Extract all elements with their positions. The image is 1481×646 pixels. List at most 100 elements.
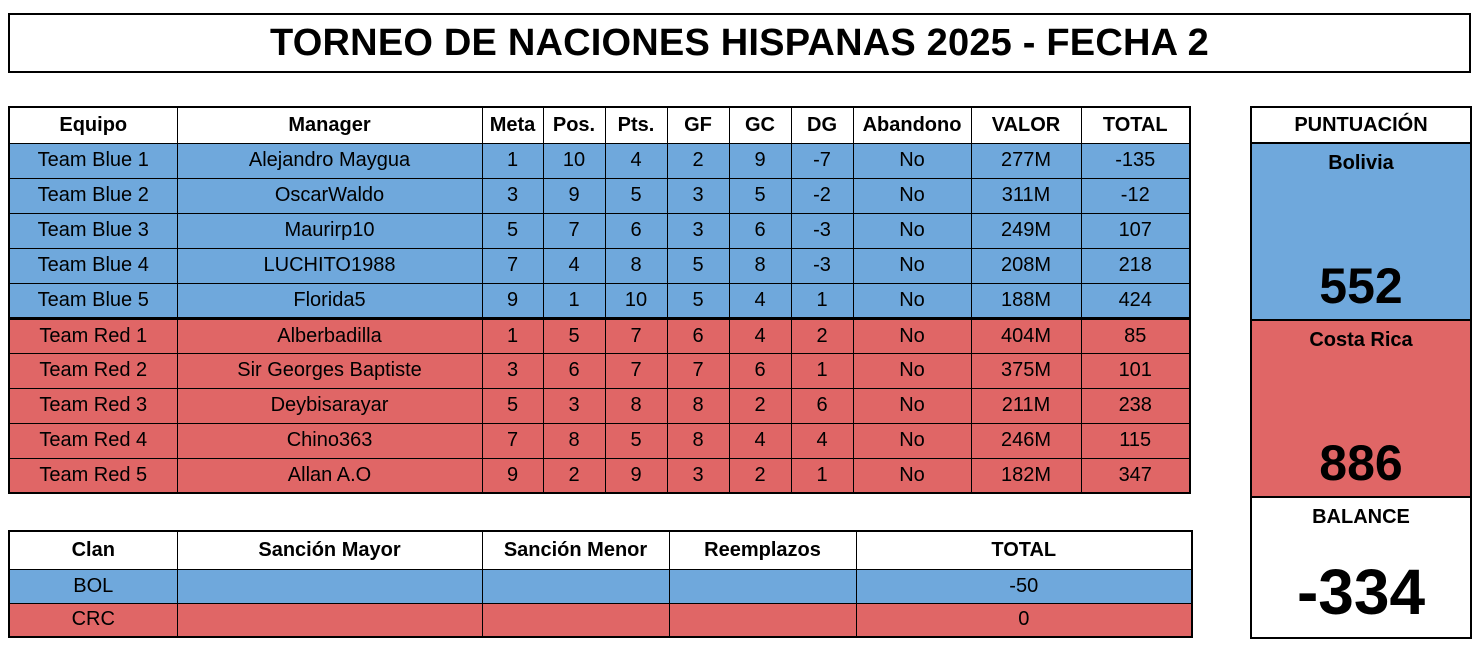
cell-dg: -2: [790, 177, 854, 214]
cell-pts: 9: [604, 457, 668, 494]
cell-equipo: Team Red 2: [8, 352, 178, 389]
cell-meta: 9: [481, 457, 544, 494]
cell-total: -50: [855, 568, 1193, 604]
cell-dg: 4: [790, 422, 854, 459]
cell-clan: BOL: [8, 568, 178, 604]
cell-gc: 4: [728, 282, 792, 319]
header-pos: Pos.: [542, 106, 606, 144]
table-row: Team Blue 1 Alejandro Maygua 1 10 4 2 9 -7 No 277…: [8, 142, 1191, 179]
header-sancion-mayor: Sanción Mayor: [176, 530, 483, 570]
cell-reemplazos: [668, 602, 857, 638]
cell-meta: 7: [481, 247, 544, 284]
cell-gc: 6: [728, 352, 792, 389]
header-meta: Meta: [481, 106, 544, 144]
cell-meta: 3: [481, 177, 544, 214]
cell-gf: 6: [666, 316, 730, 354]
cell-meta: 7: [481, 422, 544, 459]
cell-pts: 10: [604, 282, 668, 319]
cell-meta: 3: [481, 352, 544, 389]
header-dg: DG: [790, 106, 854, 144]
cell-valor: 188M: [970, 282, 1082, 319]
results-header-row: Equipo Manager Meta Pos. Pts. GF GC DG A…: [8, 106, 1191, 144]
cell-abandono: No: [852, 387, 972, 424]
cell-gf: 5: [666, 282, 730, 319]
cell-equipo: Team Red 5: [8, 457, 178, 494]
cell-abandono: No: [852, 247, 972, 284]
cell-abandono: No: [852, 422, 972, 459]
cell-clan: CRC: [8, 602, 178, 638]
table-row: Team Red 1 Alberbadilla 1 5 7 6 4 2 No 404M 85: [8, 316, 1191, 354]
cell-pts: 8: [604, 387, 668, 424]
cell-gf: 5: [666, 247, 730, 284]
cell-dg: 2: [790, 316, 854, 354]
cell-gf: 3: [666, 212, 730, 249]
cell-pos: 7: [542, 212, 606, 249]
cell-abandono: No: [852, 177, 972, 214]
table-row: Team Blue 2 OscarWaldo 3 9 5 3 5 -2 No 311M -12: [8, 177, 1191, 214]
cell-equipo: Team Red 3: [8, 387, 178, 424]
header-manager: Manager: [176, 106, 483, 144]
cell-gf: 8: [666, 422, 730, 459]
cell-total: 107: [1080, 212, 1191, 249]
cell-abandono: No: [852, 316, 972, 354]
cell-gc: 2: [728, 457, 792, 494]
cell-dg: 6: [790, 387, 854, 424]
cell-manager: OscarWaldo: [176, 177, 483, 214]
score-panel-header: PUNTUACIÓN: [1252, 108, 1470, 144]
cell-manager: Deybisarayar: [176, 387, 483, 424]
score-bolivia: Bolivia 552: [1252, 144, 1470, 321]
cell-total: 238: [1080, 387, 1191, 424]
cell-meta: 1: [481, 316, 544, 354]
cell-sancion-menor: [481, 602, 670, 638]
cell-gf: 2: [666, 142, 730, 179]
header-gc: GC: [728, 106, 792, 144]
header-equipo: Equipo: [8, 106, 178, 144]
cell-meta: 5: [481, 387, 544, 424]
cell-pts: 6: [604, 212, 668, 249]
results-table: Equipo Manager Meta Pos. Pts. GF GC DG A…: [8, 106, 1191, 494]
cell-meta: 1: [481, 142, 544, 179]
header-clan-total: TOTAL: [855, 530, 1193, 570]
table-row: Team Blue 4 LUCHITO1988 7 4 8 5 8 -3 No 208M 218: [8, 247, 1191, 284]
score-costa-rica-value: 886: [1319, 435, 1403, 491]
table-row: Team Blue 5 Florida5 9 1 10 5 4 1 No 188M 424: [8, 282, 1191, 319]
header-pts: Pts.: [604, 106, 668, 144]
score-bolivia-name: Bolivia: [1328, 152, 1394, 174]
cell-manager: Sir Georges Baptiste: [176, 352, 483, 389]
cell-pos: 10: [542, 142, 606, 179]
cell-gc: 9: [728, 142, 792, 179]
cell-gc: 6: [728, 212, 792, 249]
cell-gc: 8: [728, 247, 792, 284]
cell-valor: 208M: [970, 247, 1082, 284]
cell-valor: 311M: [970, 177, 1082, 214]
cell-pos: 2: [542, 457, 606, 494]
cell-equipo: Team Blue 1: [8, 142, 178, 179]
cell-total: 85: [1080, 316, 1191, 354]
cell-equipo: Team Blue 3: [8, 212, 178, 249]
header-valor: VALOR: [970, 106, 1082, 144]
page-title: TORNEO DE NACIONES HISPANAS 2025 - FECHA…: [8, 13, 1471, 73]
cell-dg: -3: [790, 247, 854, 284]
cell-valor: 182M: [970, 457, 1082, 494]
cell-pts: 7: [604, 316, 668, 354]
cell-gf: 7: [666, 352, 730, 389]
clan-sanctions-table: Clan Sanción Mayor Sanción Menor Reempla…: [8, 530, 1193, 638]
cell-gc: 4: [728, 422, 792, 459]
cell-pts: 5: [604, 177, 668, 214]
cell-valor: 277M: [970, 142, 1082, 179]
cell-pos: 9: [542, 177, 606, 214]
cell-dg: 1: [790, 457, 854, 494]
cell-manager: Chino363: [176, 422, 483, 459]
cell-valor: 404M: [970, 316, 1082, 354]
cell-pos: 5: [542, 316, 606, 354]
cell-gc: 2: [728, 387, 792, 424]
table-row: Team Red 5 Allan A.O 9 2 9 3 2 1 No 182M 347: [8, 457, 1191, 494]
cell-equipo: Team Blue 5: [8, 282, 178, 319]
cell-manager: Maurirp10: [176, 212, 483, 249]
table-row: BOL -50: [8, 568, 1193, 604]
cell-abandono: No: [852, 457, 972, 494]
table-row: CRC 0: [8, 602, 1193, 638]
cell-pos: 3: [542, 387, 606, 424]
cell-equipo: Team Blue 4: [8, 247, 178, 284]
cell-abandono: No: [852, 142, 972, 179]
